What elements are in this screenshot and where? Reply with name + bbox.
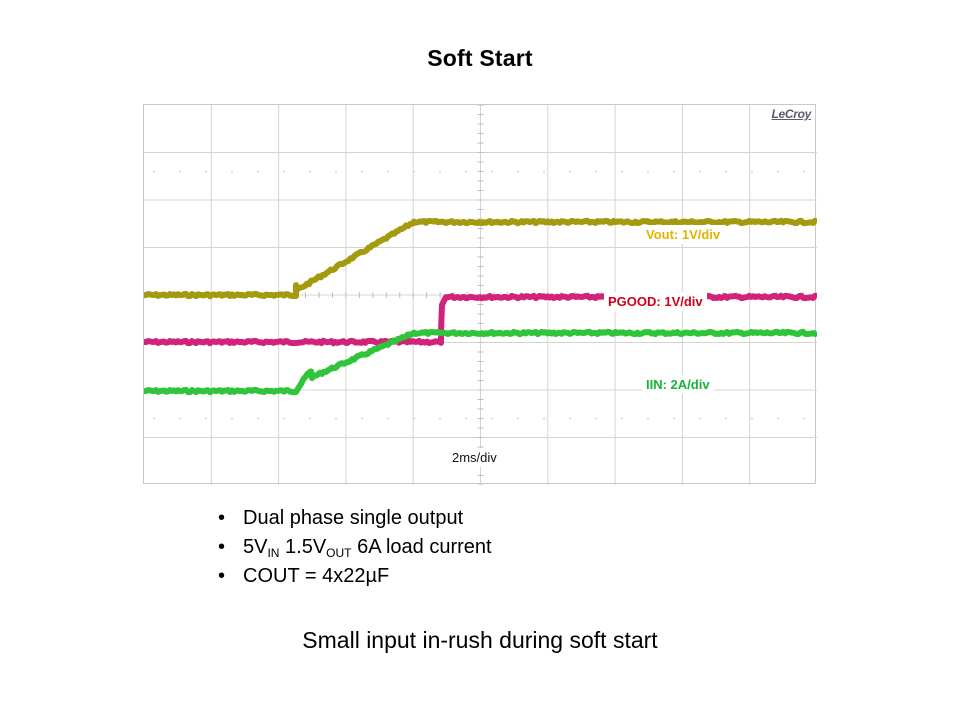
bullet-list: Dual phase single output 5VIN 1.5VOUT 6A…: [218, 504, 492, 591]
time-per-division-label: 2ms/div: [448, 448, 501, 467]
grid-dot: [361, 417, 363, 420]
bullet-part: 5V: [243, 536, 268, 558]
grid-dot: [335, 417, 337, 420]
grid-dot: [153, 417, 155, 420]
oscilloscope-screen: LeCroy Vout: 1V/div PGOOD: 1V/div IIN: 2…: [143, 104, 817, 485]
grid-dot: [777, 170, 779, 173]
bullet-voltage-load: 5VIN 1.5VOUT 6A load current: [218, 533, 492, 562]
grid-dot: [621, 417, 623, 420]
grid-dot: [803, 170, 805, 173]
grid-dot: [673, 170, 675, 173]
grid-dot: [777, 417, 779, 420]
grid-dot: [751, 170, 753, 173]
grid-dot: [387, 417, 389, 420]
grid-dot: [205, 170, 207, 173]
grid-dot: [543, 170, 545, 173]
grid-dot: [205, 417, 207, 420]
grid-dot: [231, 417, 233, 420]
grid-dot: [491, 417, 493, 420]
grid-dot: [283, 170, 285, 173]
grid-dot: [751, 417, 753, 420]
grid-dot: [517, 170, 519, 173]
oscilloscope-plot: [144, 105, 817, 485]
grid-dot: [309, 170, 311, 173]
bullet-part: 6A load current: [351, 536, 492, 558]
vout-trace: [144, 217, 817, 300]
grid-dot: [803, 417, 805, 420]
iin-label: IIN: 2A/div: [642, 375, 714, 394]
grid-dot: [413, 170, 415, 173]
slide-title: Soft Start: [427, 45, 533, 71]
grid-dot: [699, 417, 701, 420]
slide-caption: Small input in-rush during soft start: [302, 627, 658, 653]
vout-label: Vout: 1V/div: [642, 225, 725, 244]
grid-dot: [595, 170, 597, 173]
bullet-cout: COUT = 4x22µF: [218, 562, 492, 591]
lecroy-logo: LeCroy: [771, 107, 811, 121]
pgood-label: PGOOD: 1V/div: [604, 292, 707, 311]
grid-dot: [179, 417, 181, 420]
grid-dot: [699, 170, 701, 173]
grid-dot: [491, 170, 493, 173]
grid-dot: [465, 170, 467, 173]
grid-dot: [387, 170, 389, 173]
grid-dot: [439, 170, 441, 173]
grid-dot: [517, 417, 519, 420]
grid-dot: [595, 417, 597, 420]
grid-dot: [465, 417, 467, 420]
grid-dot: [257, 417, 259, 420]
grid-dot: [179, 170, 181, 173]
grid-dot: [361, 170, 363, 173]
grid-dot: [569, 417, 571, 420]
grid-dot: [673, 417, 675, 420]
grid-dot: [283, 417, 285, 420]
grid-dot: [413, 417, 415, 420]
grid-dot: [725, 170, 727, 173]
grid-dot: [543, 417, 545, 420]
bullet-sub: IN: [267, 546, 280, 560]
grid-dot: [335, 170, 337, 173]
grid-dot: [231, 170, 233, 173]
grid-dot: [647, 417, 649, 420]
grid-dot: [257, 170, 259, 173]
iin-trace: [144, 328, 817, 396]
grid-dot: [153, 170, 155, 173]
bullet-sub: OUT: [326, 546, 352, 560]
grid-dot: [725, 417, 727, 420]
bullet-part: 1.5V: [279, 536, 327, 558]
grid-dot: [621, 170, 623, 173]
bullet-dual-phase: Dual phase single output: [218, 504, 492, 533]
grid-dot: [647, 170, 649, 173]
grid-dot: [309, 417, 311, 420]
grid-dot: [439, 417, 441, 420]
grid-dot: [569, 170, 571, 173]
